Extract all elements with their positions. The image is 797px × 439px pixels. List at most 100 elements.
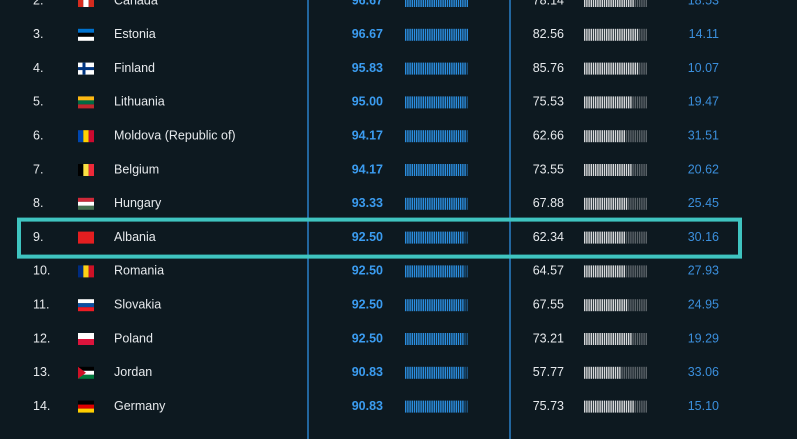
bar-tick xyxy=(623,28,625,41)
bar-tick xyxy=(409,0,411,7)
flag xyxy=(78,400,94,413)
bar-tick xyxy=(590,62,592,75)
bar-tick xyxy=(599,265,601,278)
bar-tick xyxy=(460,62,462,75)
bar-tick xyxy=(645,366,647,379)
bar-tick xyxy=(411,231,413,244)
bar-tick xyxy=(433,130,435,143)
bar-tick xyxy=(597,366,599,379)
bar-tick xyxy=(641,130,643,143)
bar-tick xyxy=(597,28,599,41)
bar-tick xyxy=(409,197,411,210)
bar-tick xyxy=(592,130,595,143)
score-bar xyxy=(584,231,647,244)
bar-tick xyxy=(457,366,460,379)
bar-tick xyxy=(586,130,588,143)
bar-tick xyxy=(588,400,590,413)
bar-tick xyxy=(641,0,643,7)
bar-tick xyxy=(449,299,451,312)
bar-tick xyxy=(431,299,433,312)
bar-tick xyxy=(464,197,466,210)
bar-tick xyxy=(449,62,451,75)
bar-tick xyxy=(623,299,625,312)
bar-tick xyxy=(444,28,446,41)
bar-tick xyxy=(460,265,462,278)
bar-tick xyxy=(621,62,623,75)
bar-tick xyxy=(614,0,617,7)
score: 94.17 xyxy=(352,128,383,142)
bar-tick xyxy=(606,333,608,345)
bar-tick xyxy=(440,231,442,244)
bar-tick xyxy=(462,400,464,413)
bar-tick xyxy=(643,400,645,413)
bar-tick xyxy=(584,96,586,109)
bar-tick xyxy=(603,28,606,41)
bar-tick xyxy=(641,366,643,379)
bar-tick xyxy=(592,231,595,244)
bar-tick xyxy=(442,400,444,413)
bar-tick xyxy=(597,400,599,413)
bar-tick xyxy=(586,96,588,109)
bar-tick xyxy=(621,0,623,7)
score-bar xyxy=(405,231,468,244)
bar-tick xyxy=(619,231,621,244)
bar-tick xyxy=(427,96,429,109)
bar-tick xyxy=(621,299,623,312)
bar-tick xyxy=(433,197,435,210)
bar-tick xyxy=(433,62,435,75)
score: 67.88 xyxy=(533,196,564,210)
bar-tick xyxy=(405,197,407,210)
bar-tick xyxy=(603,299,606,312)
table-row: 6. Moldova (Republic of) 94.17 62.66 31.51 xyxy=(33,128,719,142)
bar-tick xyxy=(623,197,625,210)
bar-tick xyxy=(451,130,453,143)
bar-tick xyxy=(606,231,608,244)
bar-tick xyxy=(407,62,409,75)
bar-tick xyxy=(453,299,455,312)
bar-tick xyxy=(636,0,639,7)
bar-tick xyxy=(643,130,645,143)
table-row: 12. Poland 92.50 73.21 19.29 xyxy=(33,331,719,345)
score-bar xyxy=(584,366,647,379)
bar-tick xyxy=(405,62,407,75)
flag xyxy=(78,28,94,41)
bar-tick xyxy=(584,197,586,210)
bar-tick xyxy=(413,265,416,278)
bar-tick xyxy=(632,333,634,345)
bar-tick xyxy=(466,96,468,109)
bar-tick xyxy=(586,400,588,413)
bar-tick xyxy=(599,96,601,109)
bar-tick xyxy=(442,197,444,210)
bar-tick xyxy=(444,96,446,109)
bar-tick xyxy=(466,130,468,143)
bar-tick xyxy=(438,164,440,176)
flag-part xyxy=(78,366,94,371)
bar-tick xyxy=(584,164,586,176)
bar-tick xyxy=(411,96,413,109)
bar-tick xyxy=(617,299,619,312)
bar-tick xyxy=(597,130,599,143)
bar-tick xyxy=(636,197,639,210)
bar-tick xyxy=(619,366,621,379)
bar-tick xyxy=(424,62,427,75)
bar-tick xyxy=(636,231,639,244)
bar-tick xyxy=(462,366,464,379)
bar-tick xyxy=(424,164,427,176)
bar-tick xyxy=(645,130,647,143)
bar-tick xyxy=(625,265,628,278)
bar-tick xyxy=(636,130,639,143)
bar-tick xyxy=(632,400,634,413)
score-bar xyxy=(584,0,647,7)
bar-tick xyxy=(444,62,446,75)
bar-tick xyxy=(617,130,619,143)
bar-tick xyxy=(451,366,453,379)
country: Belgium xyxy=(114,162,159,176)
bar-tick xyxy=(645,299,647,312)
bar-tick xyxy=(621,164,623,176)
bar-tick xyxy=(440,130,442,143)
bar-tick xyxy=(610,0,612,7)
score: 31.51 xyxy=(688,128,719,142)
bar-tick xyxy=(440,62,442,75)
bar-tick xyxy=(632,130,634,143)
bar-tick xyxy=(610,299,612,312)
